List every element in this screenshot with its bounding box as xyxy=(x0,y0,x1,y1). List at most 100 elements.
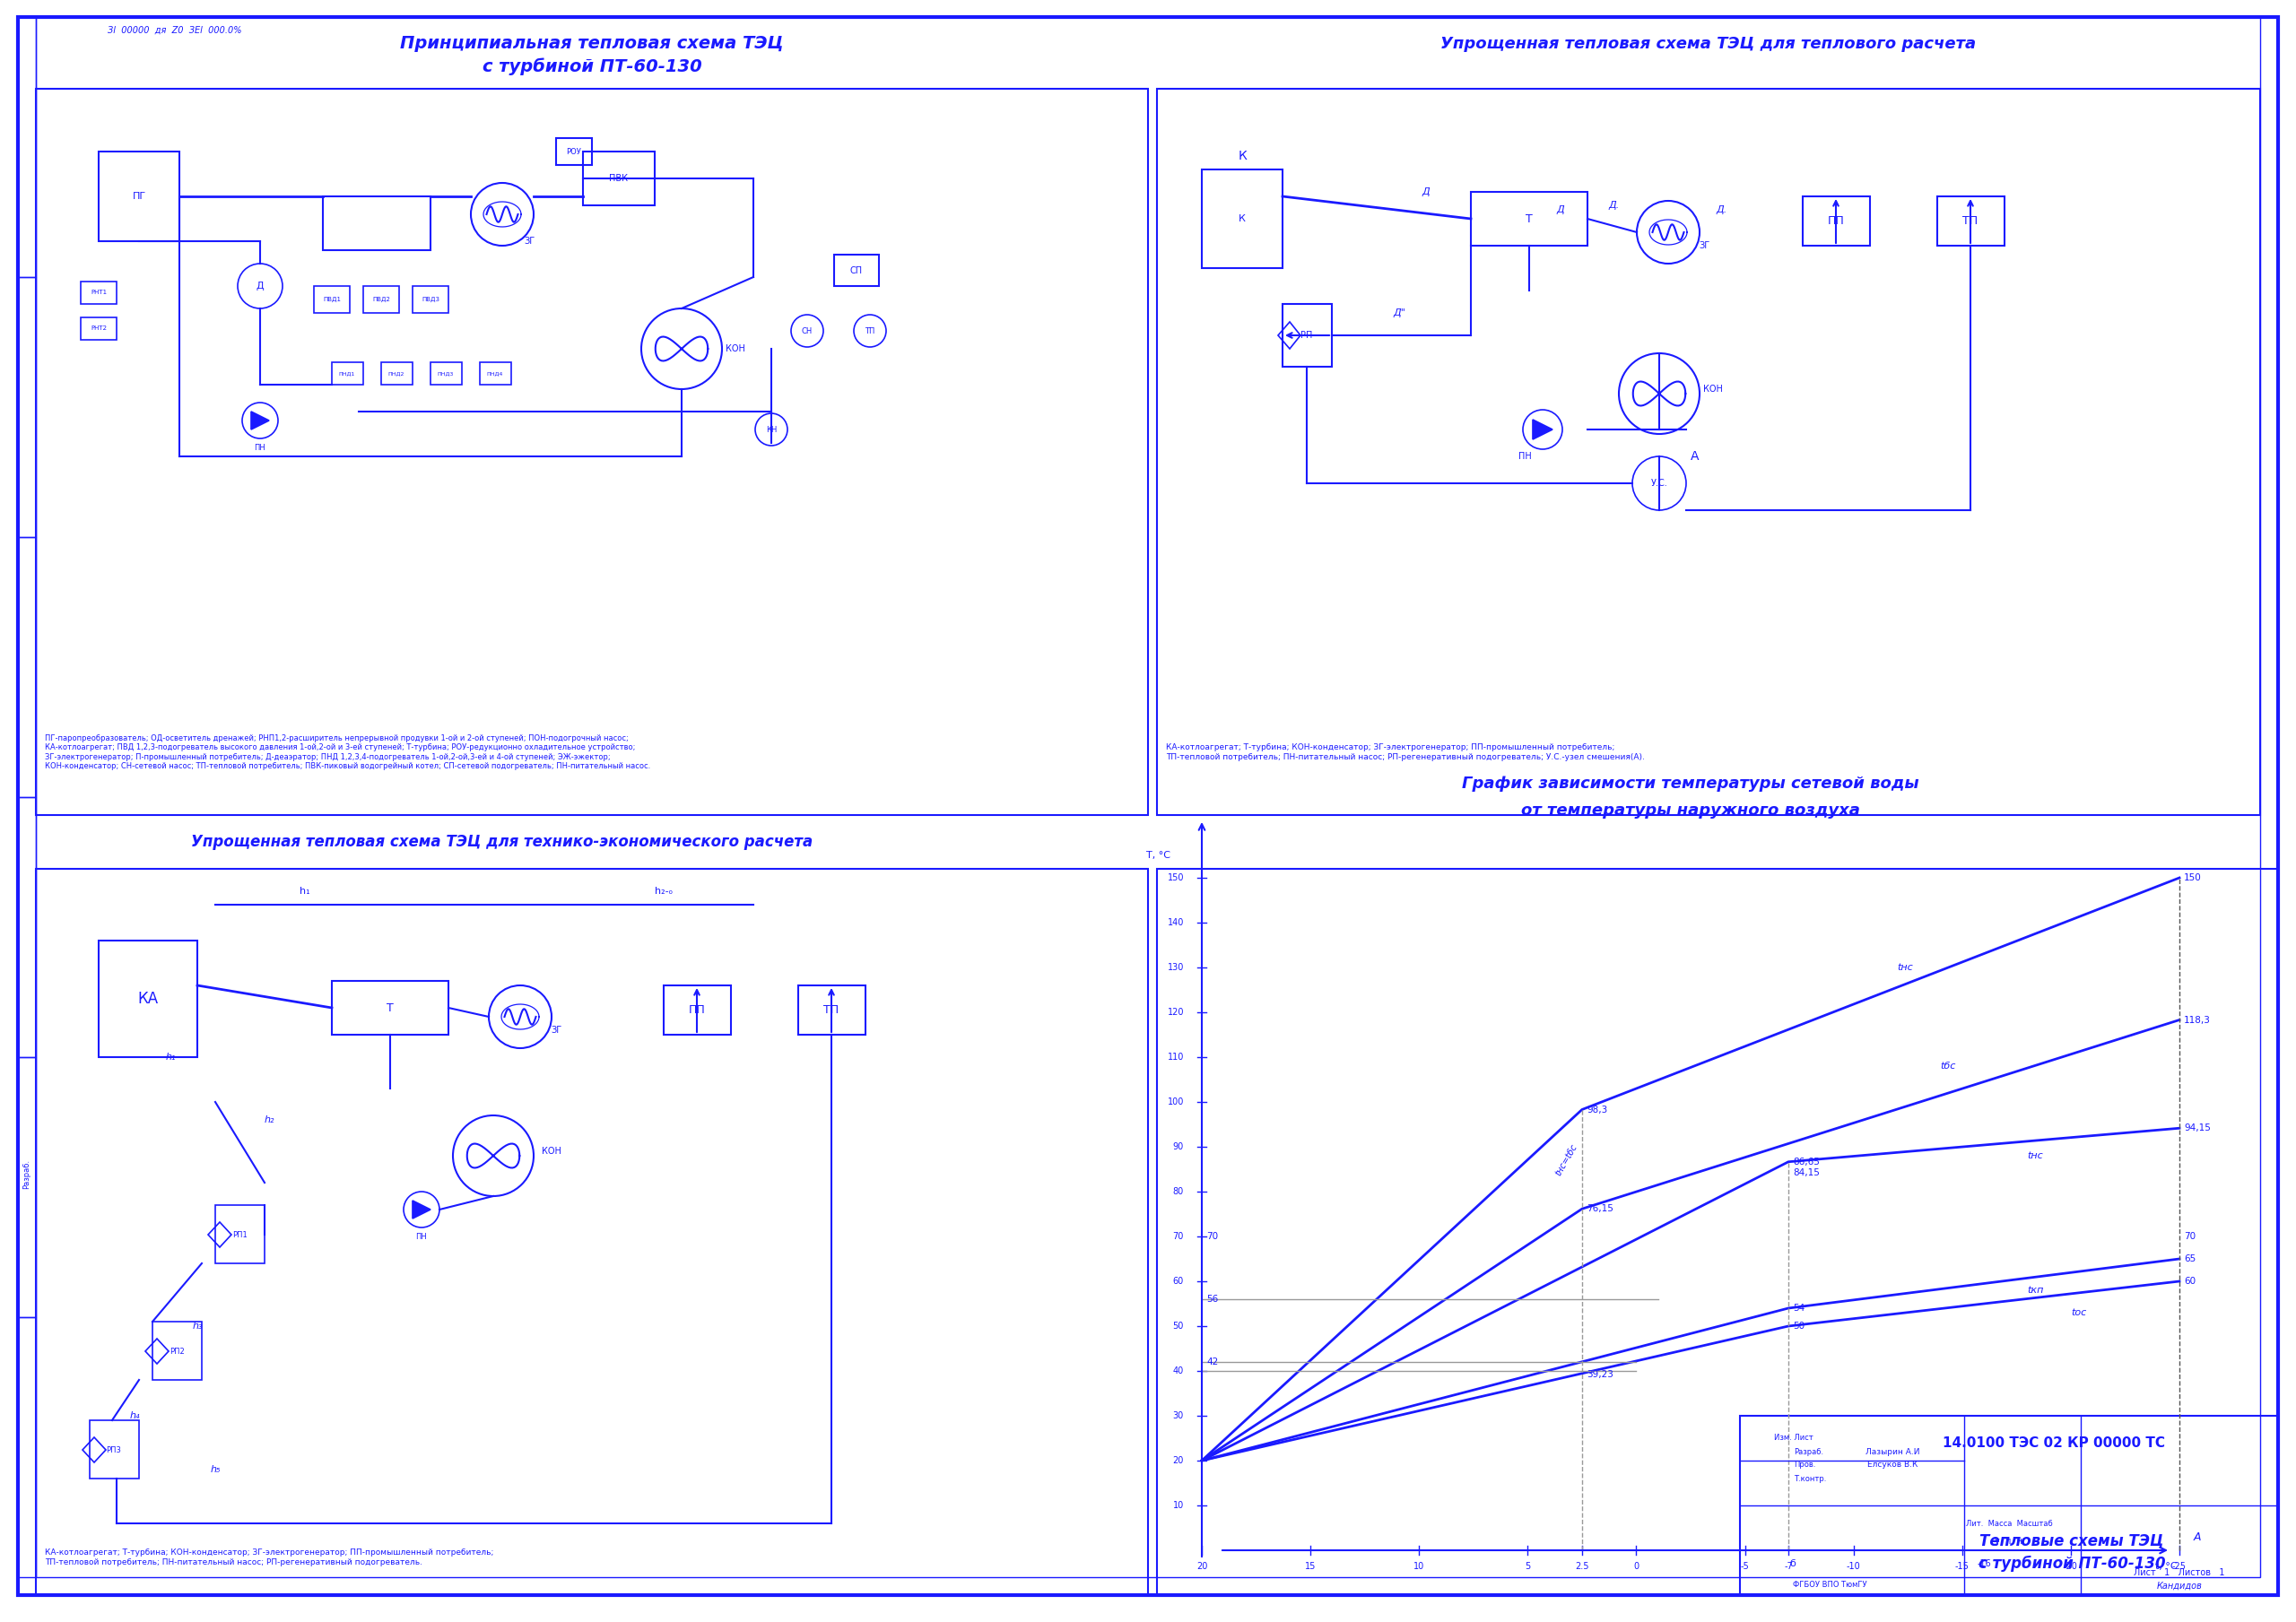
Text: КОН: КОН xyxy=(726,344,746,354)
Text: Т.контр.: Т.контр. xyxy=(1793,1474,1825,1483)
Text: Лазырин А.И: Лазырин А.И xyxy=(1864,1447,1919,1455)
Text: 20: 20 xyxy=(1173,1457,1185,1465)
Text: -16: -16 xyxy=(1977,1559,1991,1568)
Text: Зl  00000  дя  Z0  ЗEl  000.0%: Зl 00000 дя Z0 ЗEl 000.0% xyxy=(108,26,241,36)
Text: Принципиальная тепловая схема ТЭЦ: Принципиальная тепловая схема ТЭЦ xyxy=(400,36,783,52)
Text: h₁: h₁ xyxy=(301,887,310,895)
Text: РОУ: РОУ xyxy=(567,148,581,156)
Text: К: К xyxy=(1238,214,1247,224)
Text: с турбиной ПТ-60-130: с турбиной ПТ-60-130 xyxy=(1979,1555,2165,1572)
Text: График зависимости температуры сетевой воды: График зависимости температуры сетевой в… xyxy=(1463,775,1919,792)
Text: РП: РП xyxy=(1302,331,1313,341)
Text: h₁: h₁ xyxy=(165,1053,174,1062)
Text: 98,3: 98,3 xyxy=(1587,1105,1607,1114)
Text: РП3: РП3 xyxy=(106,1445,122,1453)
Text: 76,15: 76,15 xyxy=(1587,1205,1614,1213)
Bar xyxy=(1157,89,2259,814)
Text: tнс=tбс: tнс=tбс xyxy=(1554,1144,1580,1178)
Bar xyxy=(583,151,654,206)
Text: ПН: ПН xyxy=(255,443,266,451)
Text: 90: 90 xyxy=(1173,1142,1185,1152)
Text: ПН: ПН xyxy=(416,1233,427,1241)
Text: РП1: РП1 xyxy=(232,1231,248,1239)
Bar xyxy=(324,196,432,250)
Text: Разраб.: Разраб. xyxy=(1793,1447,1823,1455)
Text: ПВД2: ПВД2 xyxy=(372,297,390,302)
Text: 140: 140 xyxy=(1166,918,1185,928)
Text: T, °С: T, °С xyxy=(1146,852,1171,860)
Text: Упрощенная тепловая схема ТЭЦ для теплового расчета: Упрощенная тепловая схема ТЭЦ для теплов… xyxy=(1442,36,1977,52)
Text: 54: 54 xyxy=(1793,1304,1805,1312)
Text: 39,23: 39,23 xyxy=(1587,1371,1614,1379)
Text: 15: 15 xyxy=(1304,1562,1316,1570)
Text: -20: -20 xyxy=(2064,1562,2078,1570)
Text: 84,15: 84,15 xyxy=(1793,1168,1821,1178)
Bar xyxy=(799,986,866,1035)
Text: Д: Д xyxy=(257,282,264,290)
Text: tнс: tнс xyxy=(1896,963,1913,972)
Text: t, °С: t, °С xyxy=(2156,1562,2177,1570)
Text: Д.: Д. xyxy=(1609,201,1621,209)
Text: Изм. Лист: Изм. Лист xyxy=(1775,1434,1814,1442)
Text: 130: 130 xyxy=(1166,963,1185,972)
Text: ТП: ТП xyxy=(866,326,875,334)
Text: 150: 150 xyxy=(2183,873,2202,882)
Text: ПНД1: ПНД1 xyxy=(340,371,356,376)
Text: от температуры наружного воздуха: от температуры наружного воздуха xyxy=(1522,803,1860,819)
Text: с турбиной ПТ-60-130: с турбиной ПТ-60-130 xyxy=(482,57,703,75)
Text: ЗГ: ЗГ xyxy=(551,1025,563,1035)
Text: К: К xyxy=(1238,149,1247,162)
Text: 150: 150 xyxy=(1166,873,1185,882)
Text: Д.: Д. xyxy=(1717,206,1727,214)
Bar xyxy=(99,941,197,1058)
Text: 50: 50 xyxy=(1793,1322,1805,1330)
Bar xyxy=(1472,191,1587,245)
Text: РНТ2: РНТ2 xyxy=(90,326,106,331)
Polygon shape xyxy=(1534,420,1552,440)
Text: КА-котлоагрегат; Т-турбина; КОН-конденсатор; ЗГ-электрогенератор; ПП-промышленны: КА-котлоагрегат; Т-турбина; КОН-конденса… xyxy=(46,1549,494,1567)
Text: -15: -15 xyxy=(1956,1562,1970,1570)
Text: 40: 40 xyxy=(1173,1366,1185,1375)
Text: Елсуков В.К: Елсуков В.К xyxy=(1867,1461,1917,1470)
Bar xyxy=(363,285,400,313)
Text: Т: Т xyxy=(1527,212,1534,224)
Text: 110: 110 xyxy=(1166,1053,1185,1062)
Bar xyxy=(1157,869,2278,1594)
Text: ПП: ПП xyxy=(1828,216,1844,227)
Text: РНТ1: РНТ1 xyxy=(90,290,108,295)
Text: 0: 0 xyxy=(1632,1562,1639,1570)
Bar xyxy=(833,255,879,285)
Text: Лит.  Масса  Масштаб: Лит. Масса Масштаб xyxy=(1965,1520,2053,1528)
Text: ПВД3: ПВД3 xyxy=(422,297,439,302)
Text: Кандидов: Кандидов xyxy=(2156,1581,2202,1591)
Text: ПН: ПН xyxy=(1518,453,1531,461)
Text: 50: 50 xyxy=(1173,1322,1185,1330)
Text: tнс: tнс xyxy=(2027,1152,2043,1160)
Bar xyxy=(333,981,448,1035)
Text: у  п  н: у п н xyxy=(1995,1536,2023,1546)
Text: 10: 10 xyxy=(1414,1562,1424,1570)
Text: ФГБОУ ВПО ТюмГУ: ФГБОУ ВПО ТюмГУ xyxy=(1793,1580,1867,1588)
Text: -7: -7 xyxy=(1784,1562,1793,1570)
Bar xyxy=(18,277,37,537)
Bar xyxy=(413,285,448,313)
Bar xyxy=(90,1421,140,1479)
Bar xyxy=(1283,303,1332,367)
Text: РП2: РП2 xyxy=(170,1348,184,1356)
Text: КА-котлоагрегат; Т-турбина; КОН-конденсатор; ЗГ-электрогенератор; ПП-промышленны: КА-котлоагрегат; Т-турбина; КОН-конденса… xyxy=(1166,743,1644,761)
Text: 86,65: 86,65 xyxy=(1793,1158,1821,1166)
Text: У.С.: У.С. xyxy=(1651,478,1667,488)
Text: 30: 30 xyxy=(1173,1411,1185,1421)
Bar xyxy=(333,362,363,384)
Bar xyxy=(556,138,592,165)
Bar xyxy=(18,1317,37,1577)
Bar xyxy=(99,151,179,242)
Text: ЗГ: ЗГ xyxy=(1699,242,1711,250)
Bar xyxy=(1802,196,1869,245)
Bar xyxy=(381,362,413,384)
Text: h₅: h₅ xyxy=(211,1465,220,1474)
Text: -5: -5 xyxy=(1740,1562,1750,1570)
Text: tбс: tбс xyxy=(1940,1062,1956,1071)
Text: 5: 5 xyxy=(1525,1562,1531,1570)
Text: Д: Д xyxy=(1557,206,1564,214)
